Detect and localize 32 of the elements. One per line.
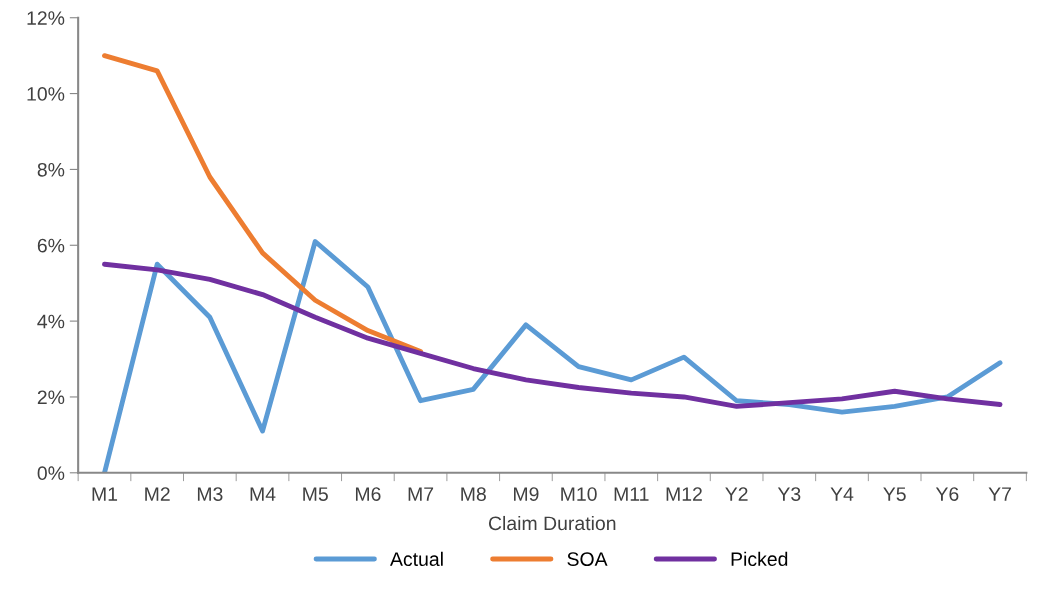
x-tick-label: M10: [561, 487, 597, 501]
x-tick-label: M1: [92, 487, 118, 501]
x-tick-label: M7: [408, 487, 434, 501]
x-tick-label: Y6: [935, 487, 959, 501]
y-tick-label: 0%: [37, 466, 65, 481]
x-tick-label: M5: [303, 487, 328, 501]
x-tick-label: M11: [614, 487, 649, 501]
x-tick-label: M2: [145, 487, 170, 501]
x-tick-label: M4: [250, 487, 276, 501]
x-tick-label: M9: [514, 487, 539, 501]
legend-label: Picked: [731, 551, 788, 567]
line-series: [102, 261, 1003, 409]
x-tick-label: M12: [666, 487, 702, 501]
x-axis-title: Claim Duration: [488, 515, 616, 531]
y-tick-label: 4%: [37, 314, 65, 329]
y-tick-label: 12%: [27, 11, 65, 25]
x-tick-label: Y2: [725, 487, 748, 501]
line-series: [102, 239, 1003, 473]
y-tick-label: 8%: [37, 162, 65, 177]
x-tick-label: Y4: [830, 487, 854, 501]
y-tick-label: 10%: [27, 87, 65, 101]
x-tick-label: Y7: [988, 487, 1011, 501]
x-tick-label: Y3: [777, 487, 801, 501]
line-series: [102, 53, 423, 354]
x-tick-label: M8: [461, 487, 486, 501]
x-tick-label: M3: [197, 487, 223, 501]
x-tick-label: Y5: [883, 487, 906, 501]
x-tick-label: M6: [355, 487, 381, 501]
legend-label: Actual: [390, 551, 443, 567]
y-tick-label: 2%: [37, 390, 65, 405]
legend-label: SOA: [567, 552, 608, 567]
y-tick-label: 6%: [37, 238, 65, 253]
